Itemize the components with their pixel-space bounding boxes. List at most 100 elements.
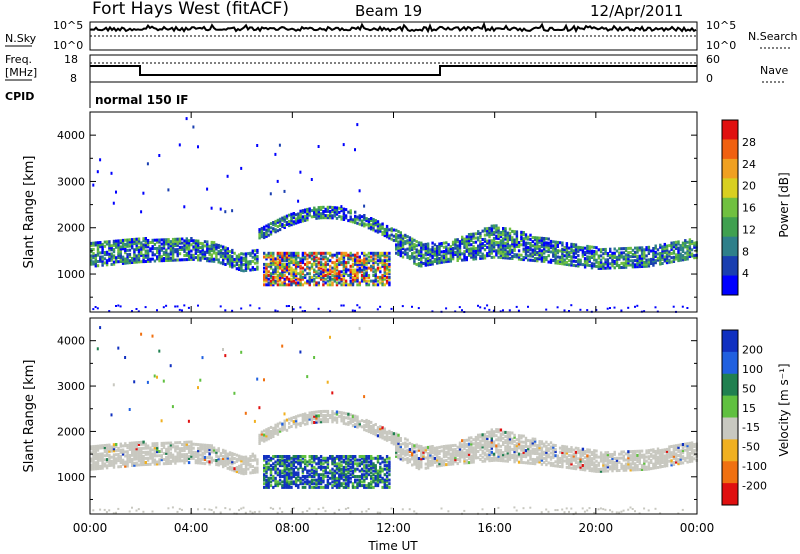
scatter-cell: [574, 264, 578, 268]
scatter-cell: [536, 238, 539, 242]
scatter-cell: [171, 252, 175, 256]
scatter-cell: [217, 457, 220, 461]
scatter-cell: [322, 272, 325, 276]
scatter-cell: [174, 457, 177, 461]
scatter-cell: [397, 240, 400, 244]
scatter-cell: [228, 250, 232, 254]
scatter-cell: [447, 510, 450, 513]
scatter-cell: [488, 434, 491, 438]
scatter-cell: [474, 440, 478, 443]
scatter-cell: [347, 261, 350, 265]
scatter-cell: [477, 456, 480, 460]
scatter-cell: [561, 256, 564, 260]
scatter-cell: [288, 268, 291, 272]
scatter-cell: [515, 450, 519, 454]
scatter-cell: [502, 254, 505, 258]
scatter-cell: [581, 263, 585, 267]
scatter-cell: [331, 410, 334, 414]
scatter-cell: [451, 462, 455, 466]
scatter-cell: [347, 219, 350, 223]
scatter-cell: [117, 453, 120, 456]
scatter-cell: [331, 266, 334, 270]
scatter-cell: [299, 218, 302, 221]
scatter-cell: [620, 253, 623, 257]
scatter-cell: [458, 441, 462, 445]
scatter-cell: [693, 254, 696, 258]
scatter-cell: [597, 256, 600, 260]
scatter-cell: [288, 455, 291, 458]
scatter-cell: [117, 239, 120, 243]
scatter-cell: [376, 230, 380, 234]
scatter-cell: [547, 248, 550, 251]
scatter-cell: [690, 254, 694, 258]
scatter-cell: [652, 251, 655, 255]
scatter-cell: [570, 255, 573, 259]
scatter-cell: [210, 242, 213, 246]
scatter-cell: [397, 230, 400, 234]
scatter-cell: [244, 260, 248, 264]
scatter-cell: [310, 471, 314, 475]
scatter-cell: [572, 253, 575, 257]
scatter-cell: [547, 254, 550, 258]
scatter-cell: [269, 476, 273, 480]
scatter-cell: [272, 433, 275, 436]
scatter-cell: [101, 245, 104, 248]
scatter-cell: [281, 268, 284, 272]
scatter-cell: [119, 245, 122, 249]
scatter-cell: [399, 241, 402, 245]
scatter-cell: [274, 230, 277, 234]
scatter-cell: [278, 266, 282, 270]
scatter-cell: [422, 450, 425, 454]
scatter-cell: [479, 443, 482, 447]
scatter-cell: [185, 457, 188, 461]
scatter-cell: [263, 429, 266, 433]
scatter-cell: [92, 459, 95, 463]
scatter-cell: [176, 510, 179, 513]
scatter-cell: [558, 259, 562, 263]
scatter-cell: [385, 480, 389, 484]
scatter-cell: [117, 253, 120, 257]
cpid-panel: CPID normal 150 IF: [5, 82, 189, 108]
scatter-cell: [363, 216, 366, 220]
scatter-cell: [665, 255, 669, 258]
scatter-cell: [156, 255, 159, 259]
frequency-panel: Freq. [MHz] 18 8 Nave 60 0: [5, 53, 788, 85]
scatter-cell: [385, 262, 389, 266]
scatter-cell: [128, 510, 131, 513]
scatter-cell: [281, 283, 284, 287]
scatter-cell: [290, 476, 293, 480]
scatter-cell: [333, 416, 336, 420]
scatter-cell: [108, 460, 111, 463]
scatter-cell: [370, 480, 373, 484]
scatter-cell: [442, 455, 446, 459]
scatter-cell: [253, 249, 257, 253]
scatter-cell: [317, 478, 320, 482]
scatter-cell: [363, 277, 366, 281]
scatter-cell: [383, 478, 386, 482]
scatter-cell: [288, 261, 291, 265]
scatter-cell: [411, 455, 414, 459]
scatter-cell: [442, 254, 446, 258]
scatter-cell: [354, 456, 357, 460]
scatter-cell: [413, 247, 416, 251]
scatter-cell: [381, 259, 384, 263]
scatter-cell: [288, 279, 291, 283]
scatter-cell: [383, 484, 386, 488]
scatter-cell: [326, 257, 330, 261]
scatter-cell: [242, 252, 245, 256]
scatter-cell: [290, 223, 293, 227]
scatter-cell: [502, 256, 505, 260]
noise-left-label: N.Sky: [5, 32, 37, 45]
scatter-cell: [92, 308, 95, 311]
scatter-cell: [604, 260, 607, 264]
scatter-cell: [304, 281, 307, 285]
scatter-cell: [417, 251, 421, 255]
colorbar-tick-label: 28: [742, 136, 756, 149]
scatter-cell: [301, 272, 305, 276]
scatter-cell: [101, 242, 104, 246]
scatter-cell: [142, 258, 145, 261]
scatter-cell: [335, 412, 339, 416]
scatter-cell: [449, 444, 452, 448]
colorbar-swatch: [722, 275, 738, 296]
scatter-cell: [670, 252, 673, 255]
